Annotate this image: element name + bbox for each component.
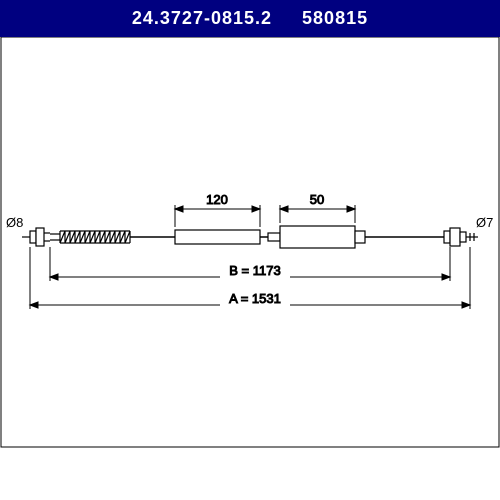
header-bar: 24.3727-0815.2 580815 [0,0,500,37]
dim-120-label: 120 [206,192,228,207]
left-end-fitting [22,228,50,246]
code: 580815 [302,8,368,28]
left-diameter-label: Ø8 [6,215,23,230]
part-number: 24.3727-0815.2 [132,8,272,28]
diagram-area: 120 50 B = 1173 [0,37,500,477]
dim-a-label: A = 1531 [229,291,281,306]
segment-120 [175,230,260,244]
right-end-fitting [444,228,478,246]
technical-diagram: 120 50 B = 1173 [0,37,500,477]
segment-50-end [355,231,365,243]
dimension-b: B = 1173 [50,247,450,281]
dim-b-label: B = 1173 [229,263,280,278]
segment-50 [280,226,355,248]
dim-50-label: 50 [310,192,324,207]
connector [268,233,280,241]
right-diameter-label: Ø7 [476,215,493,230]
spring-section [50,231,130,243]
dimension-50: 50 [280,192,355,223]
dimension-120: 120 [175,192,260,227]
